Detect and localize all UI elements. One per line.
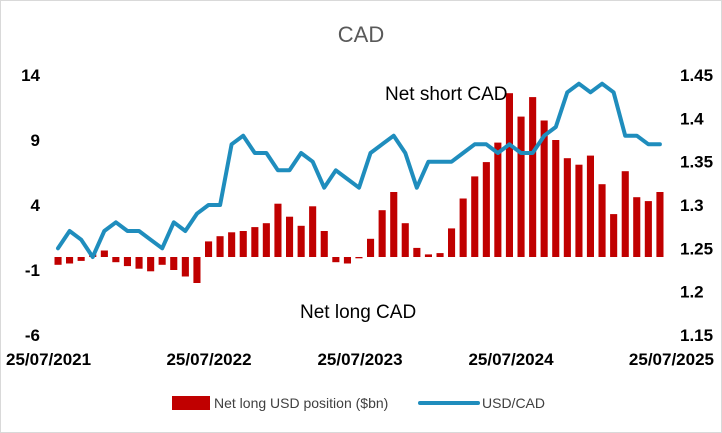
bar (529, 97, 537, 257)
bar (239, 231, 247, 257)
y-left-tick-label: 14 (21, 66, 40, 85)
bar (309, 206, 317, 257)
bar (390, 192, 398, 257)
x-tick-label: 25/07/2025 (629, 350, 714, 369)
legend-swatch-bar (172, 396, 210, 410)
y-right-tick-label: 1.35 (680, 153, 713, 172)
bar (517, 116, 525, 257)
bar-series (54, 93, 664, 283)
bar (610, 214, 618, 257)
bar (274, 203, 282, 257)
bar (378, 210, 386, 257)
bar (262, 223, 270, 257)
y-left-tick-label: 9 (31, 131, 40, 150)
bar (286, 216, 294, 257)
x-axis: 25/07/2021 25/07/2022 25/07/2023 25/07/2024… (6, 350, 714, 369)
y-right-tick-label: 1.2 (680, 283, 704, 302)
legend-label-line: USD/CAD (482, 395, 545, 411)
legend-label-bar: Net long USD position ($bn) (214, 395, 388, 411)
bar (343, 257, 351, 264)
bar (633, 197, 641, 257)
bar (170, 257, 178, 270)
bar (54, 257, 62, 265)
bar (123, 257, 131, 267)
y-right-tick-label: 1.45 (680, 66, 713, 85)
bar (598, 184, 606, 257)
annotation-net-short: Net short CAD (385, 84, 507, 105)
bar (320, 231, 328, 257)
bar (251, 227, 259, 257)
bar (205, 241, 213, 257)
bar (436, 253, 444, 257)
bar (401, 223, 409, 257)
bar (77, 257, 85, 261)
bar (112, 257, 120, 263)
y-left-tick-label: -1 (25, 261, 40, 280)
bar (552, 140, 560, 257)
y-left-tick-label: -6 (25, 326, 40, 345)
x-tick-label: 25/07/2023 (317, 350, 402, 369)
bar (494, 142, 502, 257)
bar (644, 201, 652, 257)
bar (66, 257, 74, 264)
bar (147, 257, 155, 272)
x-tick-label: 25/07/2022 (166, 350, 251, 369)
y-left-tick-label: 4 (31, 196, 41, 215)
bar (297, 225, 305, 257)
bar (540, 120, 548, 257)
y-axis-left: 14 9 4 -1 -6 (21, 66, 40, 345)
y-right-tick-label: 1.25 (680, 239, 713, 258)
bar (367, 238, 375, 257)
bar (459, 198, 467, 257)
annotation-net-long: Net long CAD (300, 302, 416, 323)
y-right-tick-label: 1.3 (680, 196, 704, 215)
bar (158, 257, 166, 265)
bar (424, 254, 432, 257)
y-right-tick-label: 1.4 (680, 109, 704, 128)
bar (575, 164, 583, 257)
chart-title: CAD (338, 22, 384, 47)
bar (216, 236, 224, 257)
bar (471, 176, 479, 257)
bar (193, 257, 201, 283)
bar (621, 171, 629, 257)
legend: Net long USD position ($bn) USD/CAD (172, 395, 545, 411)
bar (228, 232, 236, 257)
bar (181, 257, 189, 277)
y-right-tick-label: 1.15 (680, 326, 713, 345)
bar (505, 93, 513, 257)
bar (448, 228, 456, 257)
bar (332, 257, 340, 263)
x-tick-label: 25/07/2024 (468, 350, 554, 369)
bar (100, 250, 108, 257)
bar (563, 158, 571, 257)
bar (482, 162, 490, 257)
bar (586, 155, 594, 257)
x-tick-label: 25/07/2021 (6, 350, 91, 369)
bar (355, 257, 363, 259)
bar (135, 257, 143, 269)
line-series-usdcad (56, 81, 662, 259)
y-axis-right: 1.45 1.4 1.35 1.3 1.25 1.2 1.15 (680, 66, 713, 345)
bar (656, 192, 664, 257)
bar (413, 247, 421, 257)
